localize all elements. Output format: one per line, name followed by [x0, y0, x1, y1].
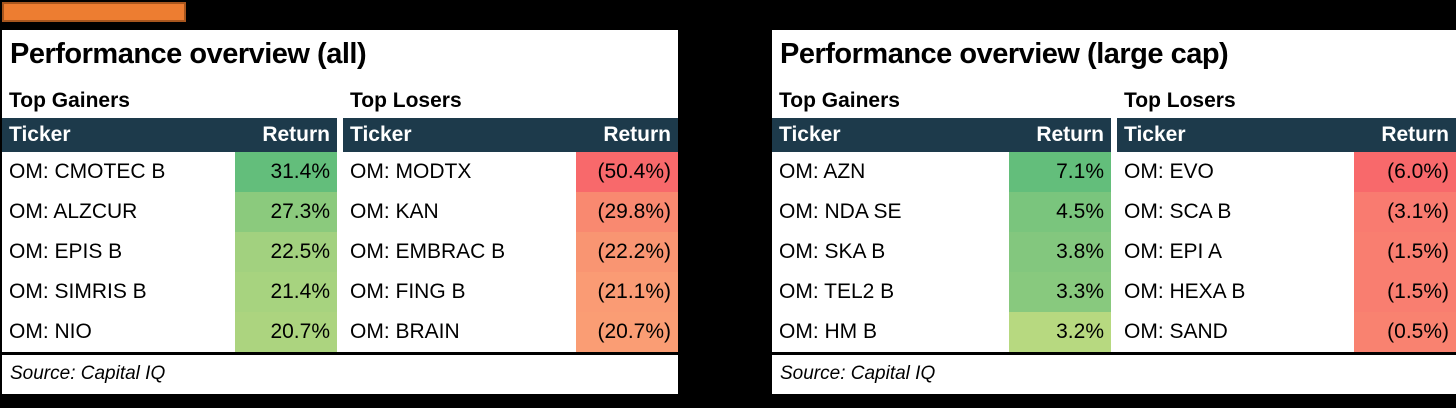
section-top-gainers: Top Gainers Ticker Return OM: CMOTEC B 31…: [2, 88, 337, 352]
return-cell: (29.8%): [576, 192, 678, 232]
return-cell: 3.2%: [1009, 312, 1111, 352]
table-row: OM: SKA B 3.8%: [772, 232, 1111, 272]
return-cell: 22.5%: [235, 232, 337, 272]
table-row: OM: ALZCUR 27.3%: [2, 192, 337, 232]
ticker-cell: OM: CMOTEC B: [9, 160, 166, 183]
ticker-cell: OM: AZN: [779, 160, 866, 183]
table-row: OM: MODTX (50.4%): [343, 152, 678, 192]
table-row: OM: EVO (6.0%): [1117, 152, 1456, 192]
ticker-cell: OM: NDA SE: [779, 200, 902, 223]
return-cell: 3.3%: [1009, 272, 1111, 312]
table-row: OM: HM B 3.2%: [772, 312, 1111, 352]
table-row: OM: SAND (0.5%): [1117, 312, 1456, 352]
sections-container: Top Gainers Ticker Return OM: CMOTEC B 31…: [2, 88, 678, 352]
ticker-cell: OM: SAND: [1124, 320, 1228, 343]
ticker-cell: OM: KAN: [350, 200, 439, 223]
section-label-losers: Top Losers: [350, 89, 462, 112]
table-header: Ticker Return: [343, 118, 678, 152]
table-row: OM: NIO 20.7%: [2, 312, 337, 352]
performance-panel-all: Performance overview (all) Top Gainers T…: [2, 30, 678, 394]
return-cell: (1.5%): [1354, 232, 1456, 272]
accent-bar: [2, 2, 186, 22]
table-row: OM: FING B (21.1%): [343, 272, 678, 312]
section-top-losers: Top Losers Ticker Return OM: EVO (6.0%) OM…: [1117, 88, 1456, 352]
ticker-cell: OM: SKA B: [779, 240, 886, 263]
table-row: OM: SCA B (3.1%): [1117, 192, 1456, 232]
table-body: OM: EVO (6.0%) OM: SCA B (3.1%) OM: EPI A (1.…: [1117, 152, 1456, 352]
table-row: OM: EPI A (1.5%): [1117, 232, 1456, 272]
ticker-cell: OM: NIO: [9, 320, 92, 343]
ticker-cell: OM: ALZCUR: [9, 200, 138, 223]
return-cell: (0.5%): [1354, 312, 1456, 352]
table-body: OM: MODTX (50.4%) OM: KAN (29.8%) OM: EMBRAC…: [343, 152, 678, 352]
table-row: OM: SIMRIS B 21.4%: [2, 272, 337, 312]
return-cell: (3.1%): [1354, 192, 1456, 232]
ticker-cell: OM: HM B: [779, 320, 877, 343]
ticker-cell: OM: MODTX: [350, 160, 472, 183]
performance-panel-large-cap: Performance overview (large cap) Top Gai…: [772, 30, 1456, 394]
table-header: Ticker Return: [1117, 118, 1456, 152]
return-cell: 4.5%: [1009, 192, 1111, 232]
section-label-gainers: Top Gainers: [779, 89, 900, 112]
column-header-return: Return: [1381, 123, 1449, 146]
column-header-return: Return: [603, 123, 671, 146]
return-cell: 21.4%: [235, 272, 337, 312]
ticker-cell: OM: EPI A: [1124, 240, 1223, 263]
return-cell: (50.4%): [576, 152, 678, 192]
column-header-ticker: Ticker: [9, 123, 71, 146]
section-top-losers: Top Losers Ticker Return OM: MODTX (50.4%…: [343, 88, 678, 352]
ticker-cell: OM: SIMRIS B: [9, 280, 147, 303]
ticker-cell: OM: FING B: [350, 280, 466, 303]
return-cell: 3.8%: [1009, 232, 1111, 272]
source-label: Source: Capital IQ: [2, 352, 678, 394]
sections-container: Top Gainers Ticker Return OM: AZN 7.1% OM:…: [772, 88, 1456, 352]
ticker-cell: OM: EPIS B: [9, 240, 123, 263]
ticker-cell: OM: SCA B: [1124, 200, 1232, 223]
column-header-return: Return: [1036, 123, 1104, 146]
column-header-ticker: Ticker: [1124, 123, 1186, 146]
table-header: Ticker Return: [772, 118, 1111, 152]
section-label-losers: Top Losers: [1124, 89, 1236, 112]
table-row: OM: HEXA B (1.5%): [1117, 272, 1456, 312]
section-label-gainers: Top Gainers: [9, 89, 130, 112]
ticker-cell: OM: HEXA B: [1124, 280, 1246, 303]
return-cell: (21.1%): [576, 272, 678, 312]
table-row: OM: EMBRAC B (22.2%): [343, 232, 678, 272]
return-cell: 31.4%: [235, 152, 337, 192]
table-row: OM: BRAIN (20.7%): [343, 312, 678, 352]
ticker-cell: OM: BRAIN: [350, 320, 460, 343]
ticker-cell: OM: TEL2 B: [779, 280, 895, 303]
column-header-return: Return: [262, 123, 330, 146]
column-header-ticker: Ticker: [350, 123, 412, 146]
table-body: OM: CMOTEC B 31.4% OM: ALZCUR 27.3% OM: EPIS…: [2, 152, 337, 352]
panel-title-large-cap: Performance overview (large cap): [780, 38, 1229, 70]
return-cell: (6.0%): [1354, 152, 1456, 192]
column-header-ticker: Ticker: [779, 123, 841, 146]
table-row: OM: NDA SE 4.5%: [772, 192, 1111, 232]
panel-title-all: Performance overview (all): [10, 38, 367, 70]
return-cell: 7.1%: [1009, 152, 1111, 192]
table-row: OM: TEL2 B 3.3%: [772, 272, 1111, 312]
return-cell: 20.7%: [235, 312, 337, 352]
table-row: OM: AZN 7.1%: [772, 152, 1111, 192]
return-cell: (20.7%): [576, 312, 678, 352]
ticker-cell: OM: EVO: [1124, 160, 1214, 183]
return-cell: (1.5%): [1354, 272, 1456, 312]
table-row: OM: CMOTEC B 31.4%: [2, 152, 337, 192]
source-label: Source: Capital IQ: [772, 352, 1456, 394]
table-header: Ticker Return: [2, 118, 337, 152]
return-cell: (22.2%): [576, 232, 678, 272]
table-row: OM: KAN (29.8%): [343, 192, 678, 232]
table-row: OM: EPIS B 22.5%: [2, 232, 337, 272]
ticker-cell: OM: EMBRAC B: [350, 240, 506, 263]
table-body: OM: AZN 7.1% OM: NDA SE 4.5% OM: SKA B 3.8% OM…: [772, 152, 1111, 352]
return-cell: 27.3%: [235, 192, 337, 232]
section-top-gainers: Top Gainers Ticker Return OM: AZN 7.1% OM:…: [772, 88, 1111, 352]
